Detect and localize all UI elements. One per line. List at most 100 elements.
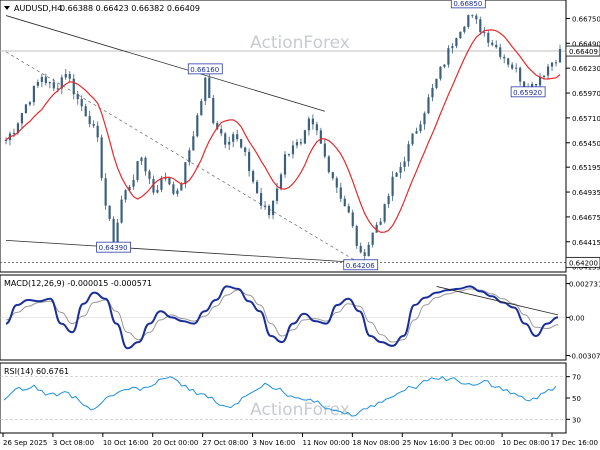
candle-body <box>168 177 171 185</box>
moving-average-line <box>5 29 561 233</box>
candle-body <box>120 199 123 223</box>
candle-body <box>359 245 362 253</box>
price-annotation-label: 0.66160 <box>190 66 219 74</box>
candle-body <box>495 44 498 48</box>
candle-body <box>32 85 35 103</box>
candle-body <box>12 132 16 134</box>
candle-body <box>176 190 179 194</box>
candle-body <box>287 154 291 156</box>
macd-trendline <box>436 286 559 316</box>
rsi-levels <box>0 376 566 420</box>
candle-body <box>371 232 374 245</box>
ohlc-values: 0.66388 0.66423 0.66382 0.66409 <box>60 4 200 13</box>
price-annotation-box <box>96 241 132 253</box>
candle-body <box>291 145 295 155</box>
watermark-top: ActionForex <box>250 33 350 53</box>
candle-body <box>248 151 251 172</box>
candle-body <box>140 157 143 162</box>
candle-body <box>52 82 55 89</box>
macd-tick-label: 0.002731 <box>569 281 600 289</box>
support-price-label: 0.64200 <box>569 259 598 267</box>
candle-body <box>80 99 83 107</box>
price-tick-label: 0.66750 <box>572 15 600 23</box>
support-price-box <box>565 256 600 268</box>
candle-body <box>100 137 103 179</box>
trendline <box>5 15 325 112</box>
candle-body <box>327 156 330 173</box>
candle-body <box>459 31 462 39</box>
candle-body <box>491 42 494 45</box>
price-annotation-label: 0.65920 <box>513 89 542 97</box>
candle-body <box>331 172 334 179</box>
candle-body <box>112 218 115 247</box>
candle-body <box>28 102 32 105</box>
candle-body <box>184 162 187 185</box>
candle-body <box>534 83 538 86</box>
price-tick-label: 0.66490 <box>572 40 600 48</box>
macd-signal-line <box>5 288 559 343</box>
candle-body <box>463 26 466 32</box>
candle-body <box>503 56 506 59</box>
candle-body <box>172 184 175 194</box>
candle-body <box>228 141 231 145</box>
price-grid <box>0 50 566 263</box>
candle-body <box>403 161 406 168</box>
price-annotation-box <box>450 0 486 9</box>
price-tick-label: 0.64415 <box>572 239 600 247</box>
macd-trendline <box>436 286 559 316</box>
candle-body <box>347 206 350 213</box>
candle-body <box>196 115 199 137</box>
time-axis-label: 17 Dec 16:00 <box>551 439 598 447</box>
rsi-panel-frame <box>0 362 567 434</box>
candle-body <box>283 154 287 175</box>
candle-body <box>379 221 382 225</box>
rsi-axis: 70 50 30 <box>566 374 581 424</box>
candle-body <box>48 82 51 84</box>
candle-body <box>88 116 91 125</box>
price-annotation-label: 0.64390 <box>99 244 128 252</box>
candle-body <box>447 48 450 65</box>
candle-body <box>550 62 554 67</box>
candle-body <box>116 222 119 247</box>
candle-body <box>64 74 67 78</box>
candle-body <box>240 139 243 148</box>
candle-body <box>72 78 75 95</box>
current-price-label: 0.66409 <box>569 48 598 56</box>
candle-body <box>511 64 514 69</box>
candle-body <box>355 226 358 246</box>
candle-body <box>232 134 235 142</box>
candle-body <box>471 15 474 17</box>
candle-body <box>76 94 79 100</box>
candle-body <box>92 124 95 126</box>
candle-body <box>60 77 63 89</box>
collapse-arrow-icon[interactable] <box>4 6 10 10</box>
candle-body <box>411 133 414 145</box>
candle-body <box>435 78 438 88</box>
candle-body <box>144 157 147 172</box>
time-axis-label: 20 Oct 00:00 <box>153 439 199 447</box>
candle-body <box>542 75 546 77</box>
candle-body <box>84 106 87 117</box>
candle-body <box>387 195 390 205</box>
price-annotations: 0.66850 0.66160 0.65920 0.64390 0.64206 <box>96 0 546 271</box>
rsi-tick-label: 30 <box>572 416 581 424</box>
candle-body <box>383 204 386 222</box>
current-price-box <box>565 45 600 57</box>
candle-body <box>271 200 275 216</box>
macd-tick-label: -0.003077 <box>569 352 600 360</box>
candle-body <box>467 15 470 27</box>
candle-body <box>554 62 558 64</box>
candle-body <box>407 144 410 162</box>
macd-label: MACD(12,26,9) -0.000015 -0.000571 <box>4 279 152 288</box>
rsi-panel: ActionForex 70 50 30 RSI(14) 60.6761 <box>0 362 581 434</box>
symbol-header: AUDUSD,H4 0.66388 0.66423 0.66382 0.6640… <box>4 4 200 13</box>
candle-body <box>443 64 446 67</box>
price-tick-label: 0.65450 <box>572 140 600 148</box>
candle-body <box>208 77 211 98</box>
candle-body <box>104 178 107 206</box>
candle-body <box>395 172 398 177</box>
candle-body <box>263 205 267 207</box>
candle-body <box>148 171 151 179</box>
time-axis-label: 26 Sep 2025 <box>3 439 47 447</box>
